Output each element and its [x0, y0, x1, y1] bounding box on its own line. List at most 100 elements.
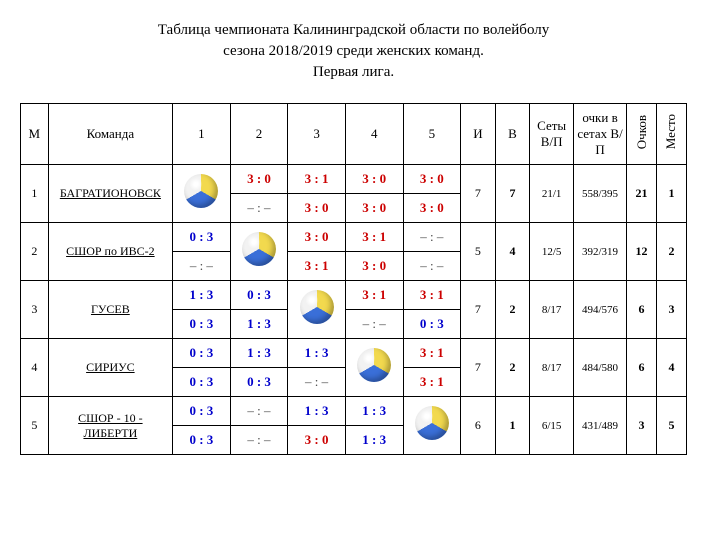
row-number: 2 — [21, 223, 49, 281]
score-cell: 1 : 3 — [230, 310, 288, 339]
stat-wins: 1 — [495, 397, 530, 455]
score-cell: – : – — [345, 310, 403, 339]
stat-place: 5 — [656, 397, 686, 455]
score-cell: – : – — [230, 426, 288, 455]
score-cell: – : – — [230, 397, 288, 426]
stat-points: 12 — [627, 223, 657, 281]
self-cell — [173, 165, 231, 223]
header-col-4: 4 — [345, 104, 403, 165]
title-line-3: Первая лига. — [313, 64, 394, 80]
self-cell — [230, 223, 288, 281]
table-row: 5СШОР - 10 - ЛИБЕРТИ0 : 3– : –1 : 31 : 3… — [21, 397, 687, 426]
score-cell: – : – — [173, 252, 231, 281]
score-cell: 3 : 0 — [288, 223, 346, 252]
score-cell: 3 : 1 — [288, 165, 346, 194]
stat-sets: 21/1 — [530, 165, 574, 223]
stat-place: 4 — [656, 339, 686, 397]
score-cell: 0 : 3 — [230, 368, 288, 397]
score-cell: 0 : 3 — [173, 339, 231, 368]
score-cell: 1 : 3 — [345, 397, 403, 426]
score-cell: 3 : 0 — [288, 426, 346, 455]
row-number: 5 — [21, 397, 49, 455]
volleyball-icon — [184, 174, 218, 208]
stat-sets: 8/17 — [530, 339, 574, 397]
stat-points: 3 — [627, 397, 657, 455]
volleyball-icon — [242, 232, 276, 266]
score-cell: 1 : 3 — [345, 426, 403, 455]
stat-points-in-sets: 392/319 — [574, 223, 627, 281]
stat-sets: 12/5 — [530, 223, 574, 281]
stat-played: 7 — [461, 339, 496, 397]
stat-points: 21 — [627, 165, 657, 223]
team-name[interactable]: ГУСЕВ — [48, 281, 172, 339]
score-cell: 3 : 0 — [230, 165, 288, 194]
team-name[interactable]: БАГРАТИОНОВСК — [48, 165, 172, 223]
stat-points-in-sets: 494/576 — [574, 281, 627, 339]
header-wins: В — [495, 104, 530, 165]
header-played: И — [461, 104, 496, 165]
header-m: М — [21, 104, 49, 165]
score-cell: 3 : 0 — [345, 252, 403, 281]
stat-wins: 2 — [495, 339, 530, 397]
stat-points: 6 — [627, 339, 657, 397]
score-cell: 3 : 1 — [345, 223, 403, 252]
stat-sets: 8/17 — [530, 281, 574, 339]
header-col-2: 2 — [230, 104, 288, 165]
page-title: Таблица чемпионата Калининградской облас… — [20, 20, 687, 83]
score-cell: 3 : 0 — [345, 194, 403, 223]
score-cell: 1 : 3 — [230, 339, 288, 368]
score-cell: 0 : 3 — [403, 310, 461, 339]
header-points-in-sets: очки в сетах В/П — [574, 104, 627, 165]
score-cell: – : – — [403, 252, 461, 281]
score-cell: 3 : 1 — [403, 281, 461, 310]
row-number: 4 — [21, 339, 49, 397]
team-name[interactable]: СИРИУС — [48, 339, 172, 397]
team-name[interactable]: СШОР по ИВС-2 — [48, 223, 172, 281]
self-cell — [288, 281, 346, 339]
self-cell — [345, 339, 403, 397]
score-cell: 3 : 1 — [403, 368, 461, 397]
stat-sets: 6/15 — [530, 397, 574, 455]
header-col-1: 1 — [173, 104, 231, 165]
score-cell: – : – — [230, 194, 288, 223]
score-cell: 3 : 0 — [345, 165, 403, 194]
table-row: 2СШОР по ИВС-20 : 33 : 03 : 1– : –5412/5… — [21, 223, 687, 252]
stat-points: 6 — [627, 281, 657, 339]
title-line-2: сезона 2018/2019 среди женских команд. — [223, 43, 484, 59]
score-cell: – : – — [403, 223, 461, 252]
score-cell: 3 : 1 — [345, 281, 403, 310]
stat-place: 3 — [656, 281, 686, 339]
row-number: 3 — [21, 281, 49, 339]
stat-points-in-sets: 558/395 — [574, 165, 627, 223]
score-cell: 0 : 3 — [230, 281, 288, 310]
title-line-1: Таблица чемпионата Калининградской облас… — [158, 22, 549, 38]
score-cell: 1 : 3 — [173, 281, 231, 310]
header-col-3: 3 — [288, 104, 346, 165]
header-team: Команда — [48, 104, 172, 165]
header-points: Очков — [627, 104, 657, 165]
table-row: 4СИРИУС0 : 31 : 31 : 33 : 1728/17484/580… — [21, 339, 687, 368]
score-cell: 3 : 0 — [403, 194, 461, 223]
stat-points-in-sets: 484/580 — [574, 339, 627, 397]
volleyball-icon — [415, 406, 449, 440]
volleyball-icon — [300, 290, 334, 324]
score-cell: 0 : 3 — [173, 426, 231, 455]
score-cell: 0 : 3 — [173, 310, 231, 339]
table-row: 3ГУСЕВ1 : 30 : 33 : 13 : 1728/17494/5766… — [21, 281, 687, 310]
team-name[interactable]: СШОР - 10 - ЛИБЕРТИ — [48, 397, 172, 455]
stat-points-in-sets: 431/489 — [574, 397, 627, 455]
header-place: Место — [656, 104, 686, 165]
score-cell: 3 : 0 — [288, 194, 346, 223]
score-cell: 3 : 1 — [288, 252, 346, 281]
stat-wins: 2 — [495, 281, 530, 339]
stat-wins: 7 — [495, 165, 530, 223]
row-number: 1 — [21, 165, 49, 223]
score-cell: 0 : 3 — [173, 223, 231, 252]
self-cell — [403, 397, 461, 455]
score-cell: 1 : 3 — [288, 397, 346, 426]
stat-played: 5 — [461, 223, 496, 281]
stat-place: 2 — [656, 223, 686, 281]
score-cell: 3 : 1 — [403, 339, 461, 368]
stat-played: 7 — [461, 165, 496, 223]
standings-table: М Команда 1 2 3 4 5 И В Сеты В/П очки в … — [20, 103, 687, 455]
